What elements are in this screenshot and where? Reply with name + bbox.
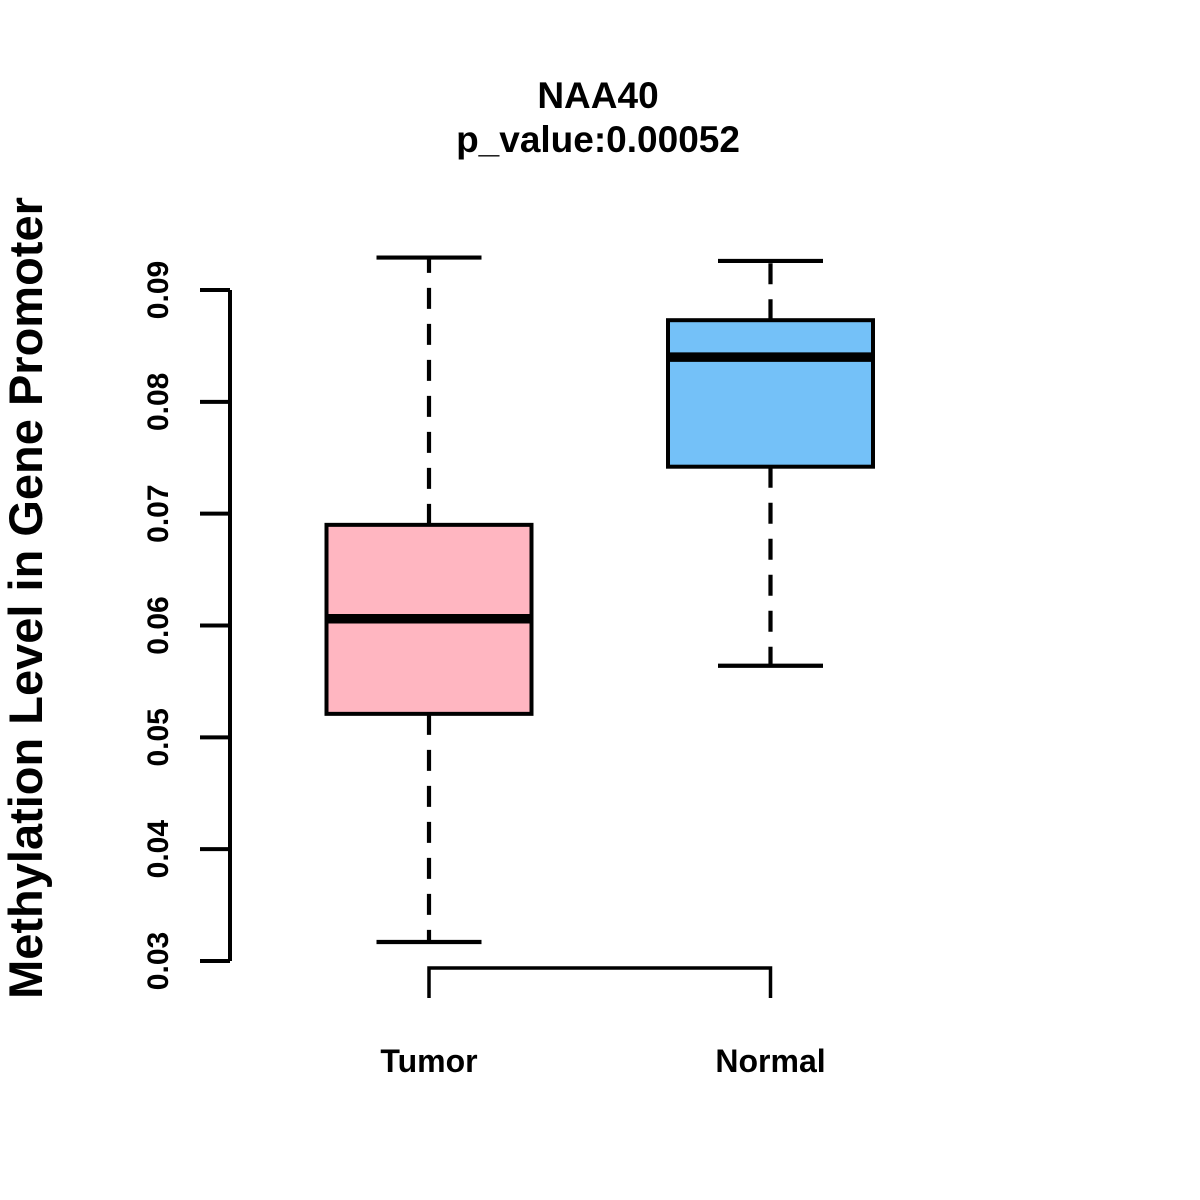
y-tick-label: 0.06 bbox=[142, 596, 175, 654]
x-tick-label-tumor: Tumor bbox=[380, 1043, 477, 1079]
y-tick-label: 0.09 bbox=[142, 261, 175, 319]
box-normal bbox=[666, 318, 875, 469]
chart-subtitle: p_value:0.00052 bbox=[456, 119, 740, 160]
chart-title: NAA40 bbox=[537, 75, 658, 116]
plot-area: 0.03 0.04 0.05 0.06 0.07 0.08 0.09 Tumor Normal bbox=[142, 255, 875, 1079]
x-axis-bracket bbox=[427, 966, 773, 998]
y-axis-title: Methylation Level in Gene Promoter bbox=[0, 197, 52, 999]
x-tick-label-normal: Normal bbox=[715, 1043, 825, 1079]
y-tick-label: 0.05 bbox=[142, 708, 175, 766]
y-tick-label: 0.08 bbox=[142, 373, 175, 431]
y-tick-label: 0.07 bbox=[142, 484, 175, 542]
y-tick-label: 0.04 bbox=[142, 820, 175, 879]
y-tick-label: 0.03 bbox=[142, 932, 175, 990]
